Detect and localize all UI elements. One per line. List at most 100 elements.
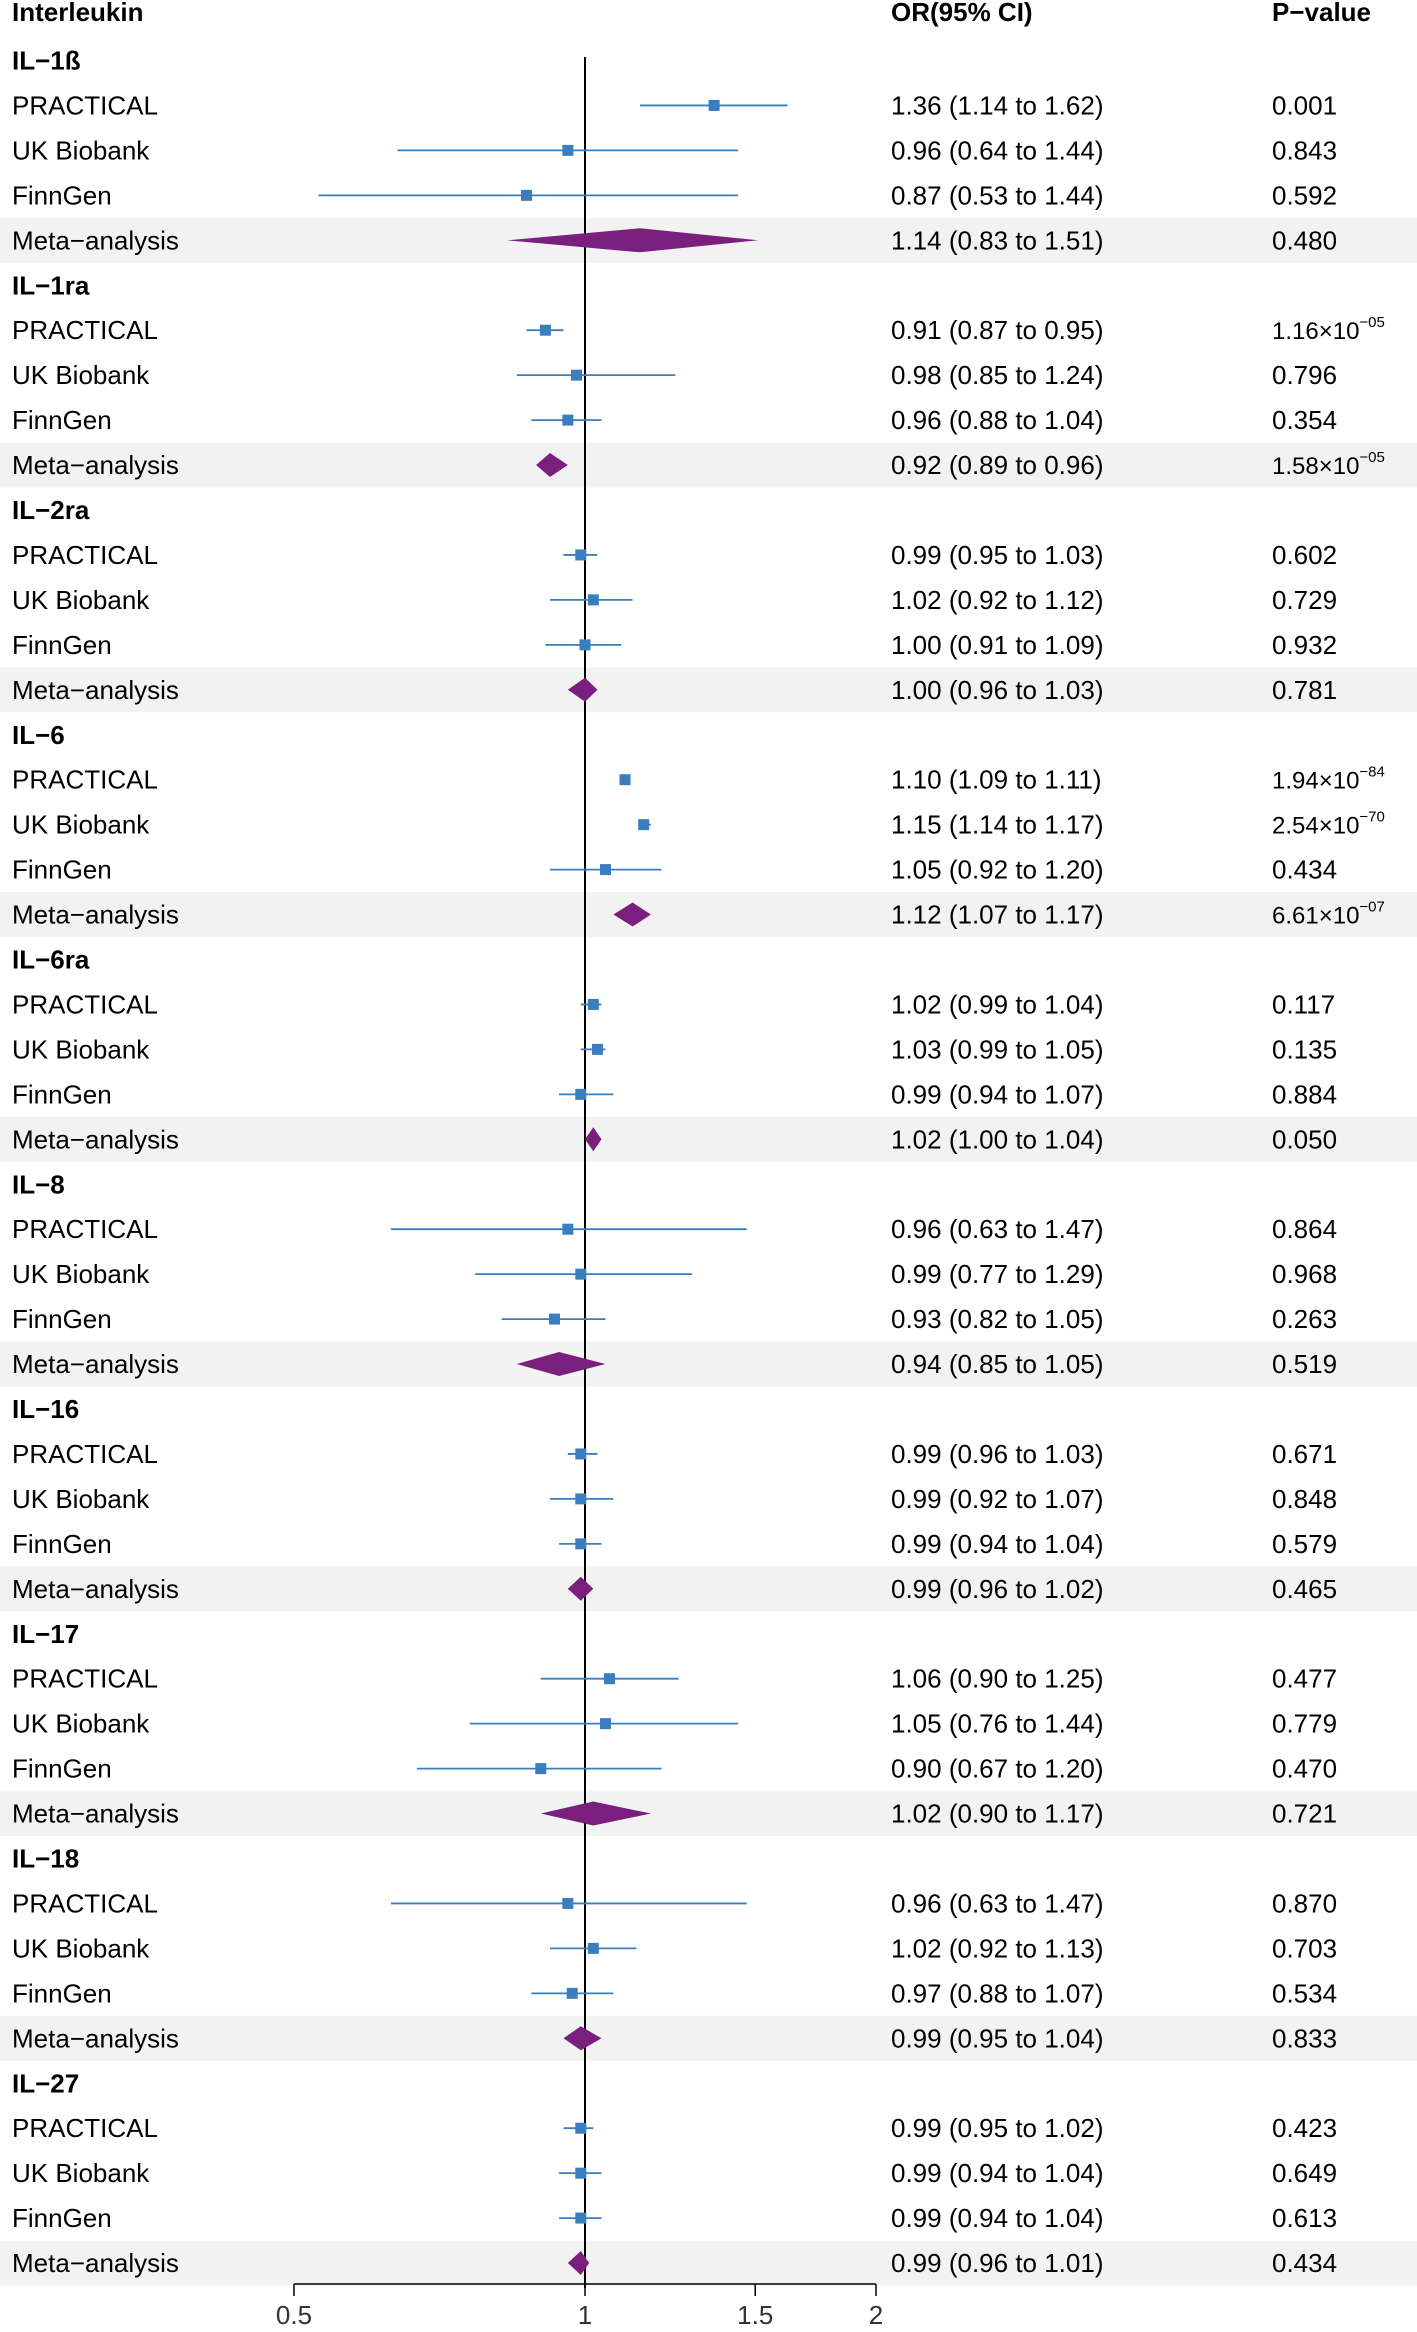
row-label-il-1-meta-analysis: Meta−analysis <box>12 225 179 255</box>
point-il-6ra-practical <box>587 998 599 1010</box>
row-label-il-17-uk-biobank: UK Biobank <box>12 1709 150 1739</box>
or-ci-il-27-finngen: 0.99 (0.94 to 1.04) <box>891 2203 1103 2233</box>
meta-row-shade-il-18 <box>0 2015 1417 2061</box>
p-value-il-18-meta-analysis: 0.833 <box>1272 2023 1337 2053</box>
row-label-il-18-uk-biobank: UK Biobank <box>12 1933 150 1963</box>
row-label-il-18-meta-analysis: Meta−analysis <box>12 2023 179 2053</box>
or-ci-il-16-practical: 0.99 (0.96 to 1.03) <box>891 1439 1103 1469</box>
group-title-il-8: IL−8 <box>12 1169 65 1199</box>
row-label-il-27-finngen: FinnGen <box>12 2203 112 2233</box>
row-label-il-17-meta-analysis: Meta−analysis <box>12 1799 179 1829</box>
x-tick-label-1: 1 <box>578 2300 592 2330</box>
diamond-il-6ra-meta-analysis <box>585 1127 602 1152</box>
row-label-il-16-finngen: FinnGen <box>12 1529 112 1559</box>
group-title-il-6ra: IL−6ra <box>12 945 90 975</box>
p-value-il-16-finngen: 0.579 <box>1272 1529 1337 1559</box>
x-tick-label-1-5: 1.5 <box>737 2300 773 2330</box>
row-label-il-18-practical: PRACTICAL <box>12 1888 158 1918</box>
diamond-il-16-meta-analysis <box>567 1576 594 1601</box>
or-ci-il-1ra-meta-analysis: 0.92 (0.89 to 0.96) <box>891 450 1103 480</box>
row-label-il-6-meta-analysis: Meta−analysis <box>12 900 179 930</box>
p-value-exponent: −84 <box>1359 764 1384 781</box>
x-axis: 0.5 1 1.5 2 <box>276 2283 883 2330</box>
point-il-6-uk-biobank <box>638 819 650 831</box>
p-value-il-1ra-practical: 1.16×10−05 <box>1272 314 1385 345</box>
or-ci-il-2ra-meta-analysis: 1.00 (0.96 to 1.03) <box>891 675 1103 705</box>
or-ci-il-16-meta-analysis: 0.99 (0.96 to 1.02) <box>891 1574 1103 1604</box>
p-value-il-17-meta-analysis: 0.721 <box>1272 1799 1337 1829</box>
row-label-il-18-finngen: FinnGen <box>12 1978 112 2008</box>
or-ci-il-8-finngen: 0.93 (0.82 to 1.05) <box>891 1304 1103 1334</box>
p-value-il-6-practical: 1.94×10−84 <box>1272 764 1385 795</box>
row-label-il-2ra-practical: PRACTICAL <box>12 540 158 570</box>
point-il-16-practical <box>575 1448 587 1460</box>
or-ci-il-1-meta-analysis: 1.14 (0.83 to 1.51) <box>891 225 1103 255</box>
p-value-il-8-meta-analysis: 0.519 <box>1272 1349 1337 1379</box>
point-il-8-finngen <box>549 1313 561 1325</box>
p-value-base: 1.58×10 <box>1272 453 1359 480</box>
row-label-il-1ra-meta-analysis: Meta−analysis <box>12 450 179 480</box>
p-value-il-2ra-meta-analysis: 0.781 <box>1272 675 1337 705</box>
point-il-2ra-uk-biobank <box>587 594 599 606</box>
meta-row-shade-il-1ra <box>0 442 1417 488</box>
group-title-il-17: IL−17 <box>12 1619 79 1649</box>
p-value-il-1-practical: 0.001 <box>1272 90 1337 120</box>
diamond-il-1-meta-analysis <box>506 228 759 253</box>
diamond-il-2ra-meta-analysis <box>567 677 598 702</box>
point-il-18-uk-biobank <box>587 1942 599 1954</box>
or-ci-il-18-practical: 0.96 (0.63 to 1.47) <box>891 1888 1103 1918</box>
or-ci-il-1ra-uk-biobank: 0.98 (0.85 to 1.24) <box>891 360 1103 390</box>
or-ci-il-27-practical: 0.99 (0.95 to 1.02) <box>891 2113 1103 2143</box>
p-value-il-1ra-uk-biobank: 0.796 <box>1272 360 1337 390</box>
or-ci-il-2ra-practical: 0.99 (0.95 to 1.03) <box>891 540 1103 570</box>
row-label-il-6ra-practical: PRACTICAL <box>12 989 158 1019</box>
p-value-exponent: −05 <box>1359 449 1384 466</box>
or-ci-il-16-uk-biobank: 0.99 (0.92 to 1.07) <box>891 1484 1103 1514</box>
or-ci-il-8-meta-analysis: 0.94 (0.85 to 1.05) <box>891 1349 1103 1379</box>
p-value-il-6-finngen: 0.434 <box>1272 855 1337 885</box>
point-il-18-practical <box>562 1897 574 1909</box>
plot-marks <box>318 99 788 2276</box>
p-value-il-16-meta-analysis: 0.465 <box>1272 1574 1337 1604</box>
p-value-il-17-finngen: 0.470 <box>1272 1754 1337 1784</box>
or-ci-il-6-practical: 1.10 (1.09 to 1.11) <box>891 765 1102 795</box>
row-label-il-27-uk-biobank: UK Biobank <box>12 2158 150 2188</box>
p-value-base: 6.61×10 <box>1272 903 1359 930</box>
or-ci-il-1ra-finngen: 0.96 (0.88 to 1.04) <box>891 405 1103 435</box>
row-label-il-6-practical: PRACTICAL <box>12 765 158 795</box>
point-il-17-uk-biobank <box>599 1718 611 1730</box>
or-ci-il-17-practical: 1.06 (0.90 to 1.25) <box>891 1664 1103 1694</box>
or-ci-il-1ra-practical: 0.91 (0.87 to 0.95) <box>891 315 1103 345</box>
or-ci-il-8-practical: 0.96 (0.63 to 1.47) <box>891 1214 1103 1244</box>
row-label-il-27-practical: PRACTICAL <box>12 2113 158 2143</box>
row-label-il-8-practical: PRACTICAL <box>12 1214 158 1244</box>
row-label-il-6-uk-biobank: UK Biobank <box>12 810 150 840</box>
p-value-il-18-practical: 0.870 <box>1272 1888 1337 1918</box>
or-ci-il-2ra-uk-biobank: 1.02 (0.92 to 1.12) <box>891 585 1103 615</box>
point-il-1-practical <box>708 99 720 111</box>
p-value-il-8-finngen: 0.263 <box>1272 1304 1337 1334</box>
point-il-16-uk-biobank <box>575 1493 587 1505</box>
point-il-1-uk-biobank <box>562 144 574 156</box>
row-label-il-6ra-finngen: FinnGen <box>12 1079 112 1109</box>
point-il-6ra-finngen <box>575 1088 587 1100</box>
row-label-il-6-finngen: FinnGen <box>12 855 112 885</box>
p-value-il-16-uk-biobank: 0.848 <box>1272 1484 1337 1514</box>
or-ci-il-18-uk-biobank: 1.02 (0.92 to 1.13) <box>891 1933 1103 1963</box>
or-ci-il-6-uk-biobank: 1.15 (1.14 to 1.17) <box>891 810 1103 840</box>
meta-row-shade-il-27 <box>0 2240 1417 2286</box>
or-ci-il-18-meta-analysis: 0.99 (0.95 to 1.04) <box>891 2023 1103 2053</box>
x-tick-label-2: 2 <box>869 2300 883 2330</box>
point-il-17-practical <box>603 1673 615 1685</box>
p-value-il-17-practical: 0.477 <box>1272 1664 1337 1694</box>
x-tick-label-0-5: 0.5 <box>276 2300 312 2330</box>
point-il-6ra-uk-biobank <box>591 1043 603 1055</box>
meta-row-shading <box>0 217 1417 2286</box>
or-ci-il-1-practical: 1.36 (1.14 to 1.62) <box>891 90 1103 120</box>
row-label-il-1-uk-biobank: UK Biobank <box>12 135 150 165</box>
group-title-il-6: IL−6 <box>12 720 65 750</box>
row-label-il-1ra-uk-biobank: UK Biobank <box>12 360 150 390</box>
point-il-18-finngen <box>566 1987 578 1999</box>
group-title-il-2ra: IL−2ra <box>12 495 90 525</box>
